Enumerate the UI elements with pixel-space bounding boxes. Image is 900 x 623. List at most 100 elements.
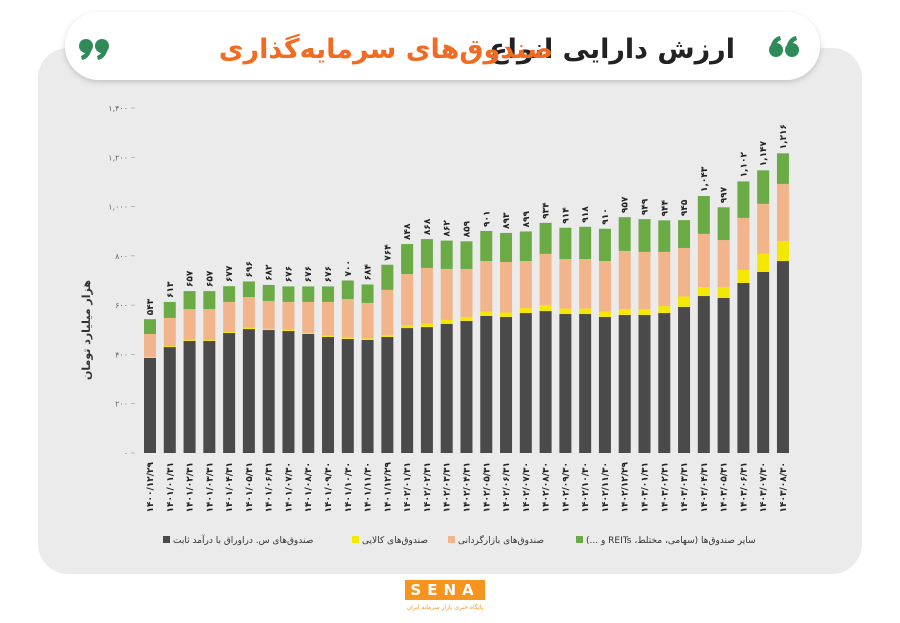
total-label: ۶۸۴ bbox=[364, 263, 374, 280]
bar-segment bbox=[579, 308, 592, 315]
bar-segment bbox=[776, 153, 789, 184]
bar-segment bbox=[262, 328, 275, 331]
chart-title-highlight: صندوق‌های سرمایه‌گذاری bbox=[219, 33, 553, 65]
bar-segment bbox=[717, 297, 730, 453]
x-tick-label: ۱۴۰۲/۰۶/۳۱ bbox=[502, 462, 512, 513]
y-tick-label: ۱,۴۰۰ bbox=[108, 104, 128, 113]
bar-segment bbox=[203, 291, 216, 310]
bar-segment bbox=[282, 286, 295, 302]
total-label: ۶۵۷ bbox=[186, 270, 196, 287]
x-tick-label: ۱۴۰۲/۱۱/۳۰ bbox=[601, 462, 611, 513]
bar-segment bbox=[480, 261, 493, 312]
bar-segment bbox=[223, 332, 236, 453]
bar-segment bbox=[658, 306, 671, 314]
bar-segment bbox=[737, 181, 750, 218]
x-tick-label: ۱۴۰۳/۰۱/۳۱ bbox=[641, 462, 651, 513]
x-tick-label: ۱۴۰۲/۱۰/۳۰ bbox=[581, 462, 591, 513]
x-tick-label: ۱۴۰۱/۰۱/۳۱ bbox=[166, 462, 176, 513]
x-tick-label: ۱۴۰۱/۰۶/۳۱ bbox=[265, 462, 275, 513]
bar-segment bbox=[401, 325, 414, 329]
legend-label: صندوق‌های بازارگردانی bbox=[458, 534, 544, 546]
x-tick-label: ۱۴۰۳/۰۸/۳۰ bbox=[779, 462, 789, 513]
bar-segment bbox=[618, 309, 631, 315]
x-tick-label: ۱۴۰۳/۰۷/۳۰ bbox=[759, 462, 769, 513]
bar-segment bbox=[420, 323, 433, 328]
bar-segment bbox=[361, 284, 374, 303]
legend-swatch bbox=[448, 536, 455, 543]
total-label: ۶۷۶ bbox=[304, 266, 314, 282]
total-label: ۹۵۷ bbox=[621, 196, 631, 213]
bar-segment bbox=[480, 230, 493, 262]
total-label: ۷۶۴ bbox=[383, 244, 393, 261]
bar-segment bbox=[183, 340, 196, 453]
bar-segment bbox=[322, 335, 335, 337]
y-tick-label: ۱,۲۰۰ bbox=[108, 153, 128, 162]
x-tick-label: ۱۴۰۱/۰۳/۳۱ bbox=[205, 462, 215, 513]
x-tick-label: ۱۴۰۱/۱۰/۳۰ bbox=[344, 462, 354, 513]
bar-segment bbox=[460, 316, 473, 321]
bar-segment bbox=[776, 183, 789, 242]
bar-segment bbox=[262, 300, 275, 329]
bar-segment bbox=[559, 227, 572, 260]
x-tick-label: ۱۴۰۲/۰۴/۳۱ bbox=[462, 462, 472, 513]
bar-segment bbox=[500, 232, 513, 263]
bar-segment bbox=[697, 287, 710, 297]
title-pill bbox=[65, 12, 820, 80]
bar-segment bbox=[144, 319, 156, 334]
bar-segment bbox=[737, 269, 750, 283]
x-tick-label: ۱۴۰۳/۰۶/۳۱ bbox=[739, 462, 749, 513]
total-label: ۶۸۲ bbox=[265, 264, 275, 281]
x-tick-label: ۱۴۰۰/۱۲/۲۹ bbox=[146, 462, 156, 513]
bar-segment bbox=[322, 336, 335, 453]
bar-segment bbox=[282, 301, 295, 330]
total-label: ۹۹۷ bbox=[720, 186, 730, 203]
bar-segment bbox=[737, 282, 750, 453]
bar-segment bbox=[203, 340, 216, 453]
bar-segment bbox=[638, 251, 651, 310]
bar-segment bbox=[678, 220, 691, 248]
logo-box bbox=[405, 580, 485, 600]
bar-segment bbox=[183, 291, 196, 310]
bar-segment bbox=[519, 308, 532, 314]
bar-segment bbox=[519, 231, 532, 262]
bar-segment bbox=[341, 338, 354, 453]
bar-segment bbox=[381, 334, 394, 337]
bar-segment bbox=[381, 264, 394, 290]
total-label: ۸۶۲ bbox=[443, 220, 453, 237]
bar-segment bbox=[282, 331, 295, 453]
bar-segment bbox=[302, 332, 315, 334]
y-tick-label: ۱,۰۰۰ bbox=[108, 203, 128, 212]
bar-segment bbox=[420, 327, 433, 453]
bar-segment bbox=[163, 347, 176, 453]
bar-segment bbox=[401, 244, 414, 275]
bar-segment bbox=[203, 339, 216, 341]
bar-segment bbox=[519, 261, 532, 309]
bar-segment bbox=[500, 312, 513, 317]
total-label: ۸۹۹ bbox=[522, 210, 532, 227]
bar-segment bbox=[598, 316, 611, 453]
x-tick-label: ۱۴۰۳/۰۵/۳۱ bbox=[720, 462, 730, 513]
bar-segment bbox=[480, 311, 493, 316]
bar-segment bbox=[598, 228, 611, 262]
x-tick-label: ۱۴۰۱/۰۹/۳۰ bbox=[324, 462, 334, 513]
bar-segment bbox=[183, 339, 196, 341]
x-tick-label: ۱۴۰۱/۰۵/۳۱ bbox=[245, 462, 255, 513]
total-label: ۹۰۱ bbox=[482, 210, 492, 226]
bar-segment bbox=[658, 313, 671, 453]
x-tick-label: ۱۴۰۳/۰۳/۳۱ bbox=[680, 462, 690, 513]
total-label: ۸۵۹ bbox=[462, 220, 472, 237]
x-tick-label: ۱۴۰۲/۰۸/۳۰ bbox=[542, 462, 552, 513]
logo-caption: پایگاه خبری بازار سرمایه ایران bbox=[407, 603, 484, 611]
total-label: ۹۱۴ bbox=[561, 207, 571, 224]
bar-segment bbox=[559, 308, 572, 315]
bar-segment bbox=[401, 274, 414, 326]
total-label: ۶۷۶ bbox=[284, 266, 294, 282]
bar-segment bbox=[539, 305, 552, 312]
bar-segment bbox=[579, 226, 592, 260]
bar-segment bbox=[539, 253, 552, 306]
total-label: ۱,۱۴۷ bbox=[759, 140, 769, 166]
bar-segment bbox=[717, 240, 730, 287]
bar-segment bbox=[460, 241, 473, 269]
total-label: ۹۳۴ bbox=[542, 202, 552, 219]
x-tick-label: ۱۴۰۲/۰۳/۳۱ bbox=[443, 462, 453, 513]
